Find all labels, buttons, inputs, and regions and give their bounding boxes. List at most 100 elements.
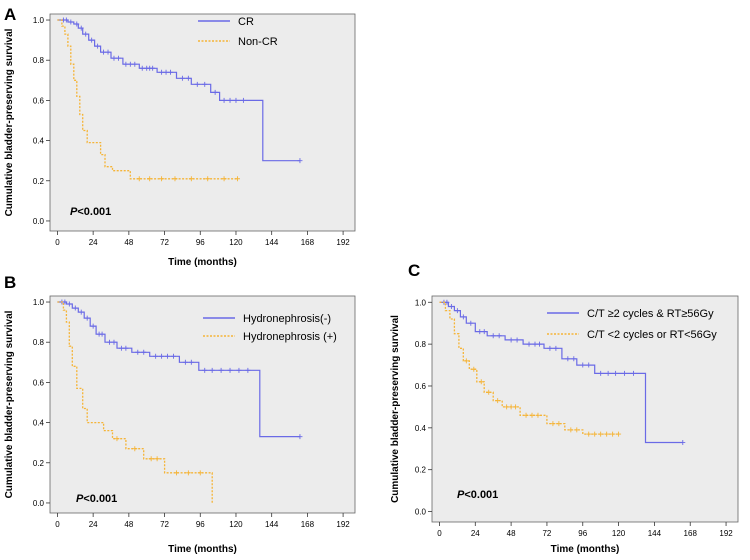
censor-mark [150, 65, 156, 71]
censor-mark [553, 345, 559, 351]
p-value-symbol: P [76, 493, 84, 505]
censor-mark [132, 61, 138, 67]
censor-mark [547, 345, 553, 351]
x-tick-label: 24 [89, 520, 98, 529]
censor-mark [118, 345, 124, 351]
x-tick-label: 120 [229, 520, 243, 529]
y-tick-label: 0.8 [415, 340, 427, 349]
y-axis-title: Cumulative bladder-preserving survival [4, 310, 15, 498]
panel-c: 0.0 0.2 0.4 0.6 0.8 1.0 0 24 48 72 96 120 144 168 192 T… [390, 261, 739, 555]
plot-area [431, 295, 739, 523]
legend-label: C/T <2 cycles or RT<56Gy [587, 329, 717, 341]
censor-mark [194, 81, 200, 87]
censor-mark [245, 367, 251, 373]
censor-mark [571, 356, 577, 362]
censor-mark [197, 470, 203, 476]
censor-mark [504, 404, 510, 410]
censor-mark [182, 359, 188, 365]
p-value: P<0.001 [457, 489, 498, 501]
censor-mark [514, 337, 520, 343]
censor-mark [613, 370, 619, 376]
censor-mark [115, 55, 121, 61]
x-axis-title: Time (months) [168, 544, 237, 555]
censor-mark [170, 353, 176, 359]
legend-label: Non-CR [238, 36, 278, 48]
x-tick-label: 24 [89, 238, 98, 247]
censor-mark [604, 431, 610, 437]
x-tick-label: 0 [55, 238, 60, 247]
censor-mark [185, 470, 191, 476]
x-tick-label: 72 [160, 238, 169, 247]
censor-mark [148, 456, 154, 462]
censor-mark [111, 55, 117, 61]
p-value-symbol: P [70, 206, 78, 218]
y-tick-label: 0.2 [33, 177, 45, 186]
censor-mark [477, 329, 483, 335]
censor-mark [460, 314, 466, 320]
y-tick-label: 0.6 [415, 382, 427, 391]
series-b [57, 19, 240, 182]
censor-mark [78, 25, 84, 31]
x-tick-label: 48 [124, 238, 133, 247]
censor-mark [107, 339, 113, 345]
x-tick-label: 168 [301, 520, 315, 529]
censor-mark [478, 379, 484, 385]
x-tick-label: 72 [160, 520, 169, 529]
censor-mark [172, 176, 178, 182]
censor-mark [463, 358, 469, 364]
x-tick-label: 144 [648, 529, 662, 538]
censor-mark [185, 75, 191, 81]
x-tick-label: 48 [124, 520, 133, 529]
censor-mark [535, 412, 541, 418]
x-tick-label: 96 [196, 238, 205, 247]
censor-mark [236, 367, 242, 373]
series-b [439, 301, 622, 437]
panel-a: 0.0 0.2 0.4 0.6 0.8 1.0 0 24 48 72 96 120 144 168 192 T… [4, 5, 356, 268]
censor-mark [62, 299, 68, 305]
y-tick-label: 0.6 [33, 378, 45, 387]
censor-mark [496, 333, 502, 339]
x-tick-label: 120 [229, 238, 243, 247]
x-tick-label: 72 [542, 529, 551, 538]
censor-mark [598, 431, 604, 437]
x-tick-label: 144 [265, 238, 279, 247]
censor-mark [168, 69, 174, 75]
censor-mark [550, 421, 556, 427]
censor-mark [523, 412, 529, 418]
p-value: P<0.001 [70, 206, 111, 218]
x-tick-label: 168 [301, 238, 315, 247]
censor-mark [605, 370, 611, 376]
censor-mark [297, 434, 303, 440]
p-value-number: <0.001 [83, 493, 117, 505]
censor-mark [105, 49, 111, 55]
censor-mark [221, 176, 227, 182]
censor-mark [526, 341, 532, 347]
censor-mark [234, 176, 240, 182]
y-tick-label: 1.0 [415, 298, 427, 307]
x-tick-label: 192 [336, 238, 350, 247]
censor-mark [529, 412, 535, 418]
censor-mark [123, 345, 129, 351]
censor-mark [454, 308, 460, 314]
censor-mark [101, 49, 107, 55]
legend-label: Hydronephrosis(-) [243, 313, 331, 325]
censor-mark [490, 333, 496, 339]
censor-mark [123, 61, 129, 67]
x-tick-label: 24 [471, 529, 480, 538]
y-tick-label: 0.4 [33, 419, 45, 428]
censor-mark [154, 456, 160, 462]
censor-mark [159, 69, 165, 75]
censor-mark [448, 303, 454, 309]
y-tick-label: 0.2 [415, 466, 427, 475]
censor-mark [580, 362, 586, 368]
censor-mark [202, 367, 208, 373]
y-axis-title: Cumulative bladder-preserving survival [390, 315, 401, 503]
censor-mark [218, 367, 224, 373]
x-tick-label: 0 [437, 529, 442, 538]
censor-mark [586, 362, 592, 368]
legend-label: Hydronephrosis (+) [243, 331, 337, 343]
censor-mark [135, 349, 141, 355]
censor-mark [586, 431, 592, 437]
censor-mark [513, 404, 519, 410]
censor-mark [631, 370, 637, 376]
